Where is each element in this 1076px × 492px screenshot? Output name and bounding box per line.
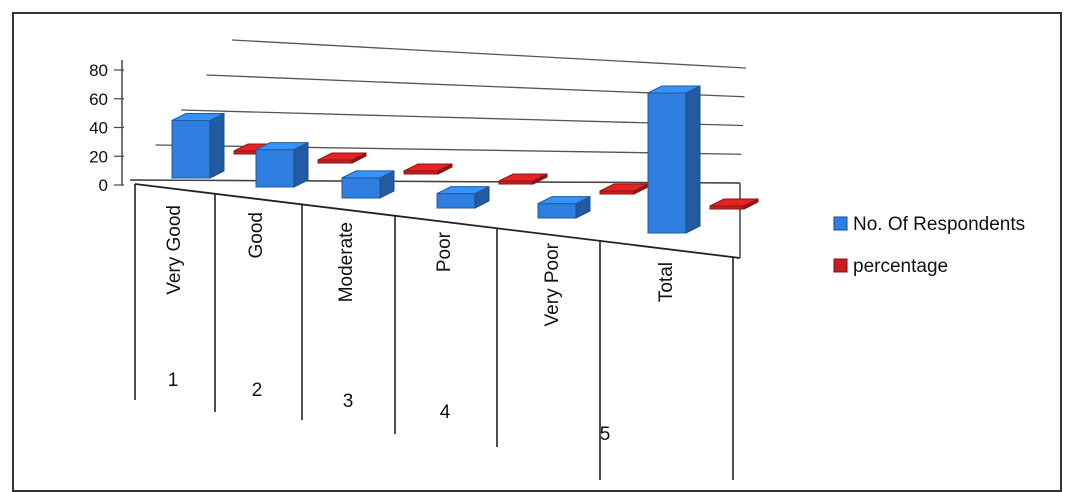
y-tick-label: 20	[89, 147, 108, 166]
y-tick-label: 0	[99, 176, 108, 195]
legend-label: No. Of Respondents	[853, 214, 1025, 235]
x-axis-groups: 1 2 3 4 5	[168, 370, 611, 445]
bar-respondents	[255, 141, 309, 188]
bar-respondents	[341, 170, 395, 199]
floor-back-edge	[129, 179, 741, 184]
bar-percentage	[317, 152, 367, 164]
bar-percentage	[403, 163, 453, 175]
legend-swatch	[833, 258, 848, 273]
bar-percentage	[709, 198, 759, 210]
bar-respondents	[436, 185, 490, 209]
x-category-label: Good	[246, 212, 267, 258]
x-axis-categories: Very Good Good Moderate Poor Very Poor Total	[164, 205, 677, 326]
y-tick-label: 60	[89, 90, 108, 109]
x-category-label: Very Poor	[542, 242, 563, 326]
x-category-label: Total	[656, 262, 677, 302]
legend-label: percentage	[853, 256, 948, 277]
y-axis: 0 20 40 60 80	[89, 61, 124, 195]
y-tick-label: 40	[89, 119, 108, 138]
bar-percentage	[599, 183, 649, 195]
x-category-label: Very Good	[164, 205, 185, 295]
bar-respondents	[537, 195, 591, 219]
x-group-label: 3	[343, 391, 354, 412]
y-tick-label: 80	[89, 61, 108, 80]
bar-percentage	[498, 173, 548, 185]
gridline	[231, 39, 747, 69]
x-group-label: 2	[252, 380, 263, 401]
legend: No. Of Respondents percentage	[833, 214, 1025, 277]
bar-series	[171, 85, 759, 234]
legend-swatch	[833, 216, 848, 231]
chart-floor	[129, 179, 741, 480]
x-group-label: 5	[600, 424, 611, 445]
x-group-label: 4	[440, 402, 451, 423]
chart-frame	[12, 12, 1062, 492]
bar-respondents	[647, 85, 701, 234]
x-category-label: Moderate	[336, 222, 357, 302]
floor-front-edge	[134, 183, 741, 259]
x-group-label: 1	[168, 370, 179, 391]
bar-respondents	[171, 112, 225, 179]
x-category-label: Poor	[434, 231, 455, 272]
